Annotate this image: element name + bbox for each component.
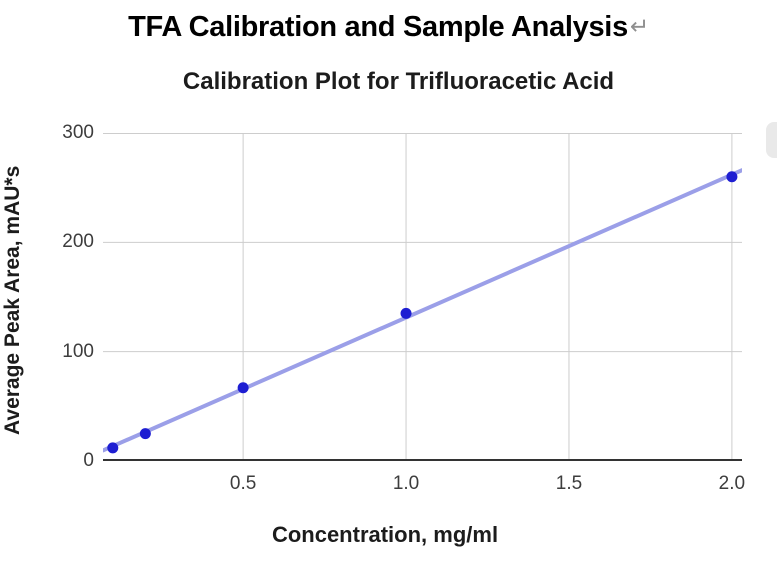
y-tick-label: 100: [62, 340, 94, 362]
y-tick-label: 0: [83, 450, 94, 471]
y-axis-title: Average Peak Area, mAU*s: [1, 165, 24, 435]
y-tick-label: 300: [62, 122, 94, 143]
x-tick-label: 0.5: [229, 473, 257, 494]
scrollbar-thumb[interactable]: [766, 122, 777, 158]
page-title: TFA Calibration and Sample Analysis↵: [0, 8, 777, 47]
x-tick-label: 1.0: [392, 473, 420, 494]
x-tick-label: 2.0: [718, 473, 746, 494]
data-point: [237, 382, 249, 394]
y-tick-label: 200: [62, 231, 94, 253]
plot-area: [103, 133, 742, 461]
calibration-chart: [103, 133, 742, 461]
x-axis-title: Concentration, mg/ml: [271, 522, 499, 547]
data-point: [107, 442, 119, 454]
paragraph-return-icon: ↵: [629, 13, 649, 39]
page-title-text: TFA Calibration and Sample Analysis: [128, 11, 628, 43]
trendline: [103, 168, 742, 453]
data-point: [726, 171, 738, 183]
data-point: [400, 307, 412, 319]
x-tick-label: 1.5: [555, 473, 583, 494]
chart-title: Calibration Plot for Trifluoracetic Acid: [182, 68, 615, 95]
data-point: [139, 428, 151, 440]
